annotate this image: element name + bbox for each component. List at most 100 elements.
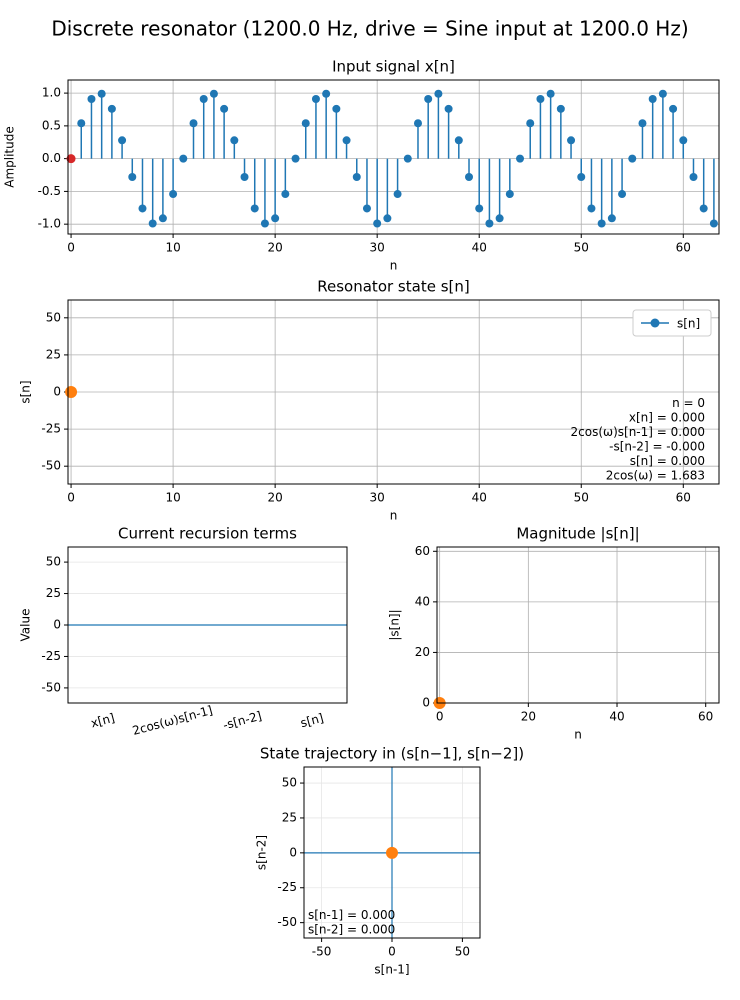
stem-marker	[77, 119, 86, 128]
x-tick-label: 40	[472, 241, 487, 255]
legend-marker	[650, 318, 660, 328]
stem-marker	[454, 136, 463, 145]
x-tick-label: 20	[267, 491, 282, 505]
stem-marker	[128, 172, 137, 181]
stem-marker	[485, 219, 494, 228]
legend-box	[632, 309, 712, 337]
x-tick-label: 40	[472, 491, 487, 505]
y-tick-label: -50	[277, 915, 297, 929]
x-tick-label: 60	[676, 241, 691, 255]
stem-marker	[97, 89, 106, 98]
y-tick-label: 20	[415, 645, 430, 659]
stem-marker	[618, 190, 627, 199]
stem-marker	[434, 89, 443, 98]
x-tick-label: 30	[370, 491, 385, 505]
axes: -50 -25 0 25 50 0 10 20 30 40 50 60 Resonator state …	[19, 278, 720, 523]
axes-title: Current recursion terms	[118, 525, 297, 543]
y-tick-label: -25	[277, 880, 297, 894]
current-point	[66, 154, 76, 164]
axes: -50 -25 0 25 50 x[n] 2cos(ω)s[n-1] -s[n-2] s[n] C…	[19, 525, 348, 738]
current-point	[386, 846, 398, 859]
stem-marker	[679, 136, 688, 145]
stem-marker	[87, 95, 96, 104]
stem-marker	[291, 154, 300, 163]
y-tick-label: 0	[422, 696, 430, 710]
y-tick-label: 0	[53, 385, 61, 399]
stem-marker	[413, 119, 422, 128]
x-tick-label: 0	[388, 945, 396, 959]
y-tick-label: 25	[46, 586, 61, 600]
annotation: -s[n-2] = -0.000	[609, 440, 705, 454]
stem-marker	[424, 95, 433, 104]
annotation: s[n-2] = 0.000	[308, 923, 395, 937]
y-tick-label: 25	[282, 810, 297, 824]
x-tick-label: 50	[574, 491, 589, 505]
stem-marker	[301, 119, 310, 128]
stem-marker	[179, 154, 188, 163]
annotation: 2cos(ω) = 1.683	[606, 469, 705, 483]
y-tick-label: 1.0	[42, 86, 61, 100]
stem-marker	[699, 204, 708, 213]
y-tick-label: -50	[41, 680, 61, 694]
y-axis-label: |s[n]|	[388, 609, 402, 640]
stem-marker	[373, 219, 382, 228]
x-tick-label: 60	[698, 710, 713, 724]
stem-marker	[648, 95, 657, 104]
x-tick-label: -s[n-2]	[221, 709, 263, 733]
x-tick-label: 2cos(ω)s[n-1]	[131, 703, 214, 738]
stem-marker	[526, 119, 535, 128]
axes: 0 20 40 60 0 20 40 60 Magnitude |s[n]| n |s[n]|	[388, 525, 720, 742]
stem-marker	[607, 214, 616, 223]
x-tick-label: 30	[370, 241, 385, 255]
axes-title: Input signal x[n]	[332, 58, 455, 76]
axes-title: Magnitude |s[n]|	[516, 525, 639, 543]
x-tick-label: 50	[574, 241, 589, 255]
stem-marker	[393, 190, 402, 199]
y-axis-label: s[n]	[19, 380, 33, 403]
y-tick-label: 40	[415, 594, 430, 608]
x-tick-label: 0	[67, 241, 75, 255]
annotation: n = 0	[672, 396, 705, 410]
annotation: 2cos(ω)s[n-1] = 0.000	[571, 425, 705, 439]
stem-marker	[107, 104, 116, 113]
y-tick-label: 25	[46, 347, 61, 361]
stem-marker	[362, 204, 371, 213]
stem-marker	[220, 104, 229, 113]
y-tick-label: -25	[41, 649, 61, 663]
axes: -50 -25 0 25 50 -50 0 50 State trajectory in (s[…	[255, 745, 525, 977]
stem-marker	[240, 172, 249, 181]
stem-marker	[658, 89, 667, 98]
stem-marker	[230, 136, 239, 145]
x-tick-label: 20	[267, 241, 282, 255]
x-tick-label: 10	[165, 491, 180, 505]
axes-title: Resonator state s[n]	[317, 278, 469, 296]
y-axis-label: Value	[19, 609, 33, 642]
stem-marker	[475, 204, 484, 213]
stem-marker	[209, 89, 218, 98]
annotation: x[n] = 0.000	[629, 411, 705, 425]
axes-frame	[67, 79, 720, 235]
stem-marker	[342, 136, 351, 145]
stem-marker	[689, 172, 698, 181]
x-axis-label: n	[390, 259, 398, 273]
stem-marker	[536, 95, 545, 104]
x-tick-label: 20	[521, 710, 536, 724]
y-tick-label: -1.0	[38, 217, 61, 231]
x-tick-label: 0	[67, 491, 75, 505]
x-tick-label: 40	[609, 710, 624, 724]
stem-marker	[199, 95, 208, 104]
y-tick-label: 0	[289, 845, 297, 859]
stem-marker	[158, 214, 167, 223]
x-tick-label: x[n]	[89, 711, 116, 731]
axes-title: State trajectory in (s[n−1], s[n−2])	[260, 745, 524, 763]
stem-marker	[169, 190, 178, 199]
stem-marker	[383, 214, 392, 223]
y-tick-label: 50	[46, 555, 61, 569]
stem-marker	[669, 104, 678, 113]
x-tick-label: s[n]	[299, 711, 325, 731]
stem-marker	[505, 190, 514, 199]
stem-marker	[403, 154, 412, 163]
stem-marker	[577, 172, 586, 181]
stem-marker	[352, 172, 361, 181]
y-tick-label: 0	[53, 618, 61, 632]
